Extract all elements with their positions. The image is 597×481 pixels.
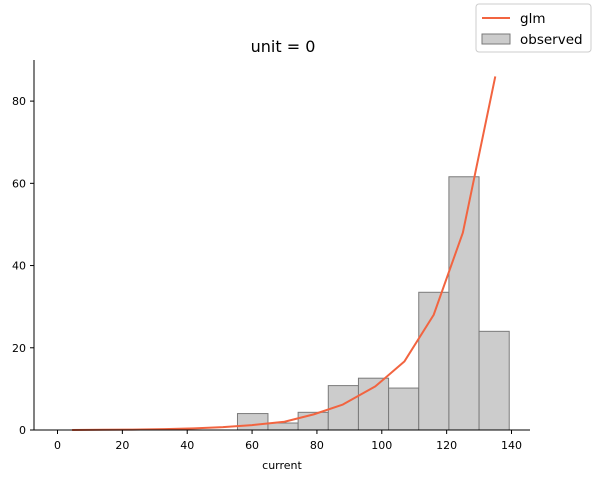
legend-observed-label: observed xyxy=(520,32,583,48)
chart-title: unit = 0 xyxy=(251,37,316,56)
y-tick-label-20: 20 xyxy=(12,342,26,355)
histogram-bar-5 xyxy=(388,387,420,431)
legend-observed-swatch xyxy=(481,33,511,45)
x-axis-label: current xyxy=(262,459,302,472)
histogram-bar-7 xyxy=(448,176,480,431)
y-tick-label-60: 60 xyxy=(12,177,26,190)
y-tick-label-80: 80 xyxy=(12,95,26,108)
x-tick-label-140: 140 xyxy=(501,439,522,452)
histogram-bar-1 xyxy=(267,422,299,431)
x-tick-label-40: 40 xyxy=(180,439,194,452)
x-tick-label-20: 20 xyxy=(115,439,129,452)
y-ticks: 0 20 40 60 80 xyxy=(12,95,34,437)
histogram-bar-4 xyxy=(357,377,390,431)
legend: glm observed xyxy=(475,3,592,53)
legend-glm-label: glm xyxy=(520,11,545,27)
y-tick-label-40: 40 xyxy=(12,260,26,273)
line-layer xyxy=(72,76,497,431)
histogram-bar-8 xyxy=(478,330,510,431)
x-ticks: 0 20 40 60 80 100 120 140 xyxy=(54,430,522,452)
bars-layer xyxy=(236,176,510,431)
glm-line xyxy=(72,76,497,431)
x-tick-label-0: 0 xyxy=(54,439,61,452)
histogram-bar-0 xyxy=(236,413,269,431)
x-tick-label-80: 80 xyxy=(310,439,324,452)
x-tick-label-60: 60 xyxy=(245,439,259,452)
y-tick-label-0: 0 xyxy=(19,424,26,437)
x-tick-label-100: 100 xyxy=(371,439,392,452)
x-tick-label-120: 120 xyxy=(436,439,457,452)
